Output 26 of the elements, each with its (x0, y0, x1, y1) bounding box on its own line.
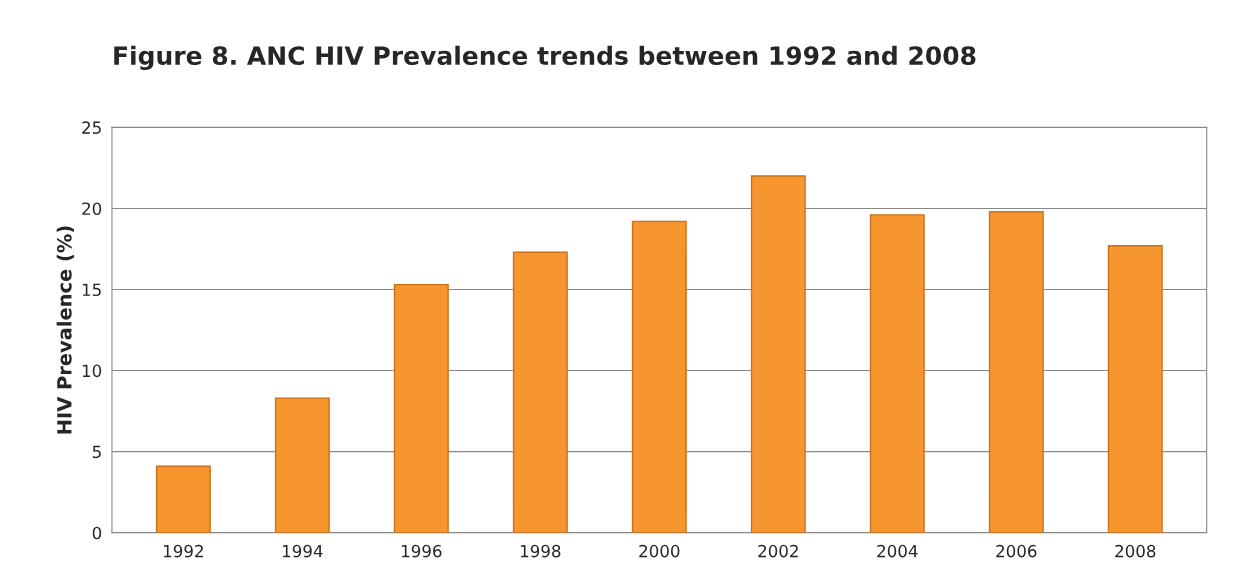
x-tick-label: 2006 (996, 544, 1037, 558)
x-tick-label: 2004 (877, 544, 918, 558)
x-tick-label: 2000 (639, 544, 680, 558)
x-tick-label: 1996 (401, 544, 442, 558)
bar (393, 283, 449, 533)
bar (155, 465, 211, 533)
x-tick-label: 2002 (758, 544, 798, 558)
bar (869, 214, 925, 533)
y-tick-label: 15 (82, 283, 101, 297)
y-axis-title: HIV Prevalence (%) (56, 226, 74, 434)
y-tick-label: 25 (82, 121, 101, 134)
y-tick-label: 0 (92, 526, 102, 540)
chart-title: Figure 8. ANC HIV Prevalence trends between 1992 and 2008 (114, 45, 976, 71)
x-tick-label: 1992 (163, 544, 203, 558)
x-tick-label: 1998 (520, 544, 561, 558)
y-tick-label: 5 (92, 445, 101, 459)
bar (988, 210, 1044, 533)
x-tick-label: 1994 (282, 544, 323, 558)
y-tick-label: 10 (82, 364, 102, 378)
bar (1107, 245, 1163, 533)
bar (750, 175, 806, 533)
bar (512, 251, 568, 533)
y-tick-label: 20 (82, 202, 102, 216)
bar (631, 220, 687, 533)
bar (274, 397, 330, 533)
x-tick-label: 2008 (1115, 544, 1156, 558)
